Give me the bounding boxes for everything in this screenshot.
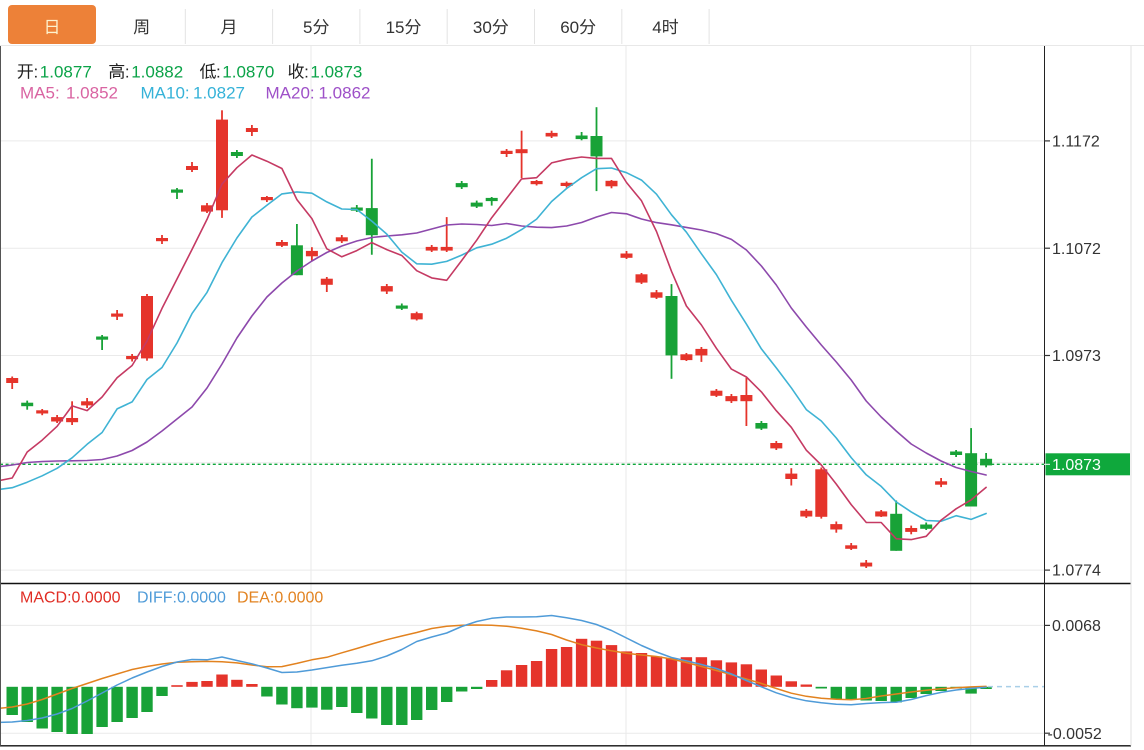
svg-text:15: 15	[386, 18, 405, 37]
svg-text::: :	[34, 63, 39, 82]
svg-text:30: 30	[473, 18, 492, 37]
svg-text::: :	[216, 63, 221, 82]
svg-text:1.0873: 1.0873	[310, 63, 362, 82]
svg-text:DEA:0.0000: DEA:0.0000	[237, 590, 323, 607]
svg-text:1.0877: 1.0877	[40, 63, 92, 82]
svg-text:1.1072: 1.1072	[1052, 241, 1101, 258]
svg-text:1.0852: 1.0852	[66, 84, 118, 103]
svg-text::: :	[125, 63, 130, 82]
svg-text:1.0774: 1.0774	[1052, 563, 1101, 580]
svg-text:MA5:: MA5:	[20, 84, 60, 103]
svg-text:-0.0052: -0.0052	[1048, 726, 1102, 743]
svg-text:MA10:: MA10:	[141, 84, 190, 103]
svg-text:1.0870: 1.0870	[222, 63, 274, 82]
svg-text:DIFF:0.0000: DIFF:0.0000	[137, 590, 226, 607]
svg-text::: :	[304, 63, 309, 82]
svg-text:60: 60	[560, 18, 579, 37]
svg-text:1.0973: 1.0973	[1052, 348, 1101, 365]
svg-text:4: 4	[652, 18, 661, 37]
svg-text:1.1172: 1.1172	[1052, 134, 1100, 151]
svg-text:1.0862: 1.0862	[319, 84, 371, 103]
svg-text:MA20:: MA20:	[266, 84, 315, 103]
svg-text:1.0827: 1.0827	[193, 84, 245, 103]
svg-text:0.0068: 0.0068	[1052, 618, 1101, 635]
svg-text:5: 5	[303, 18, 312, 37]
svg-text:1.0882: 1.0882	[131, 63, 183, 82]
svg-text:1.0873: 1.0873	[1052, 457, 1101, 474]
svg-text:MACD:0.0000: MACD:0.0000	[20, 590, 121, 607]
